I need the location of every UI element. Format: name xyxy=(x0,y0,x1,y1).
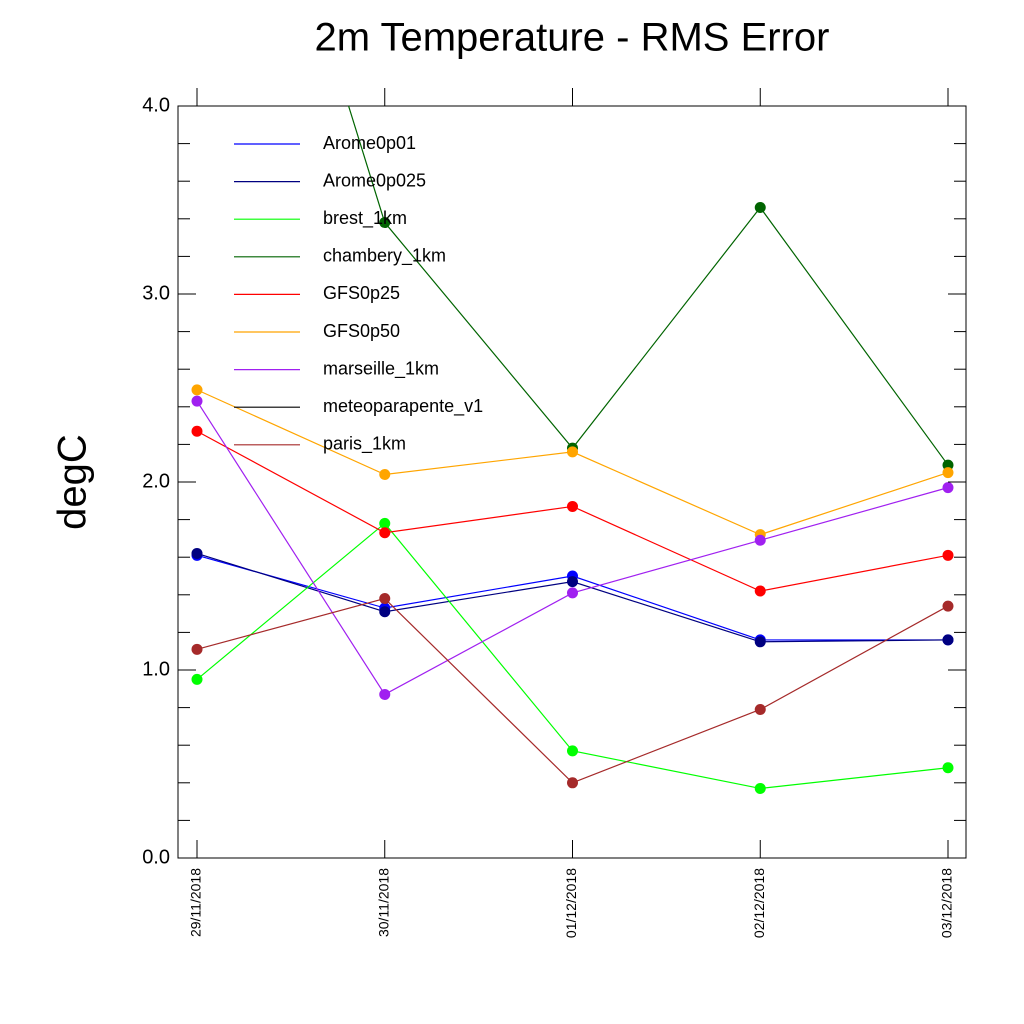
series-line xyxy=(347,106,949,466)
data-point xyxy=(942,600,954,612)
data-point xyxy=(191,395,203,407)
legend-label: GFS0p50 xyxy=(323,321,400,341)
data-point xyxy=(191,425,203,437)
data-point xyxy=(379,217,391,229)
data-point xyxy=(754,782,766,794)
y-tick-label: 1.0 xyxy=(142,658,170,680)
data-point xyxy=(942,549,954,561)
legend-label: chambery_1km xyxy=(323,246,446,267)
data-point xyxy=(379,517,391,529)
data-point xyxy=(567,777,578,789)
data-point xyxy=(942,459,954,471)
data-point xyxy=(754,703,766,715)
data-point xyxy=(942,634,954,646)
legend-label: brest_1km xyxy=(323,208,407,229)
data-point xyxy=(567,446,578,458)
legend-label: marseille_1km xyxy=(323,358,439,379)
data-point xyxy=(191,547,203,559)
y-tick-label: 2.0 xyxy=(142,470,170,492)
data-point xyxy=(942,482,954,494)
data-point xyxy=(191,673,203,685)
legend-label: GFS0p25 xyxy=(323,283,400,303)
legend-label: Arome0p025 xyxy=(323,170,426,190)
data-point xyxy=(942,467,954,479)
data-point xyxy=(754,534,766,546)
y-tick-label: 3.0 xyxy=(142,282,170,304)
data-point xyxy=(191,643,203,655)
legend-label: Arome0p01 xyxy=(323,133,416,153)
series-line xyxy=(196,389,949,536)
legend-label: paris_1km xyxy=(323,434,406,455)
data-point xyxy=(567,587,578,599)
data-point xyxy=(379,606,391,618)
x-tick-label: 30/11/2018 xyxy=(375,868,391,937)
data-point xyxy=(754,585,766,597)
x-tick-label: 02/12/2018 xyxy=(751,868,767,938)
x-tick-label: 29/11/2018 xyxy=(188,868,204,937)
y-tick-label: 0.0 xyxy=(142,846,170,868)
data-point xyxy=(942,762,954,774)
data-point xyxy=(379,688,391,700)
data-point xyxy=(379,468,391,480)
data-point xyxy=(567,745,578,757)
y-tick-label: 4.0 xyxy=(142,94,170,116)
chart-title: 2m Temperature - RMS Error xyxy=(315,16,830,60)
data-point xyxy=(567,576,578,588)
plot-area xyxy=(191,106,954,794)
data-point xyxy=(754,202,766,214)
y-axis-label: degC xyxy=(51,434,95,530)
data-point xyxy=(379,527,391,539)
x-tick-label: 01/12/2018 xyxy=(563,868,579,938)
data-point xyxy=(567,500,578,512)
data-point xyxy=(754,636,766,648)
data-point xyxy=(379,593,391,605)
data-point xyxy=(191,384,203,396)
legend-label: meteoparapente_v1 xyxy=(323,396,483,417)
x-tick-label: 03/12/2018 xyxy=(939,868,955,938)
